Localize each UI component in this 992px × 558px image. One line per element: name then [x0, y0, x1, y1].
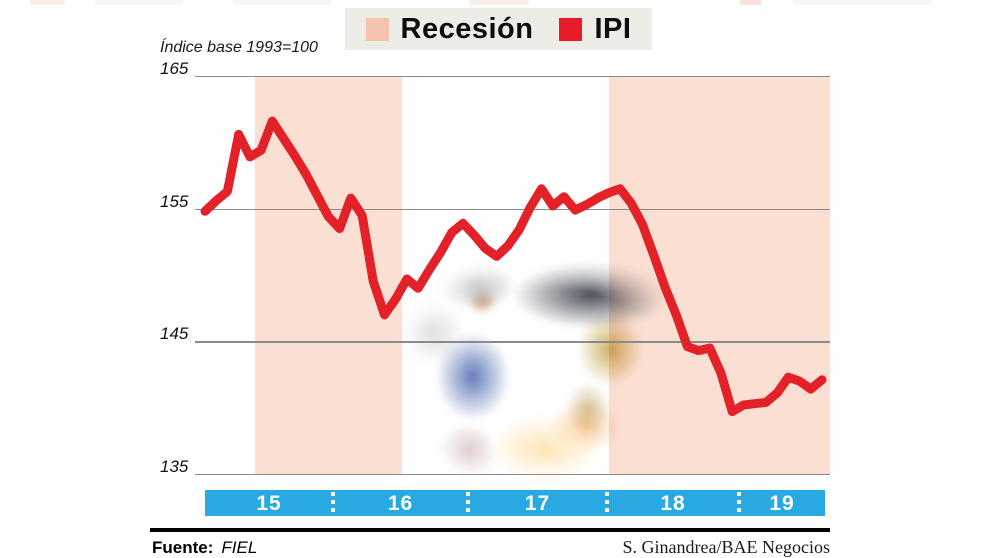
top-edge-remnant	[469, 0, 529, 5]
top-edge-remnant	[30, 0, 65, 5]
recession-swatch-icon	[365, 17, 389, 41]
y-tick-label: 155	[160, 191, 189, 211]
ipi-line	[200, 116, 827, 417]
year-axis: 15 16 17 18 19	[205, 490, 825, 516]
top-edge-remnant	[740, 0, 761, 5]
gridline	[195, 341, 830, 343]
legend: Recesión IPI	[345, 8, 652, 50]
ipi-swatch-icon	[559, 17, 583, 41]
y-tick-label: 165	[160, 59, 189, 78]
year-divider	[605, 492, 609, 514]
gridline	[195, 208, 830, 211]
y-axis-title: Índice base 1993=100	[160, 39, 318, 56]
year-label: 16	[387, 492, 414, 515]
top-edge-remnant	[233, 0, 331, 5]
legend-label-ipi: IPI	[594, 12, 632, 45]
source-value: FIEL	[221, 538, 258, 557]
year-divider	[466, 492, 470, 514]
gridline	[195, 474, 830, 476]
year-label: 17	[524, 492, 551, 515]
year-divider	[331, 492, 335, 514]
top-edge-remnant	[793, 0, 933, 5]
year-divider	[737, 492, 741, 514]
gridline	[195, 76, 830, 78]
y-tick-label: 145	[160, 324, 189, 344]
year-label: 15	[256, 492, 282, 515]
factory-worker-photo	[398, 258, 710, 486]
credit-line: S. Ginandrea/BAE Negocios	[622, 537, 830, 557]
year-label: 19	[769, 492, 795, 515]
source-label: Fuente:	[152, 538, 214, 557]
footer-rule	[150, 528, 830, 532]
legend-label-recession: Recesión	[400, 12, 534, 45]
year-label: 18	[660, 492, 686, 515]
source-line: Fuente: FIEL	[152, 538, 257, 558]
recession-band	[255, 77, 403, 474]
y-tick-label: 135	[160, 457, 189, 476]
top-edge-remnant	[95, 0, 183, 5]
